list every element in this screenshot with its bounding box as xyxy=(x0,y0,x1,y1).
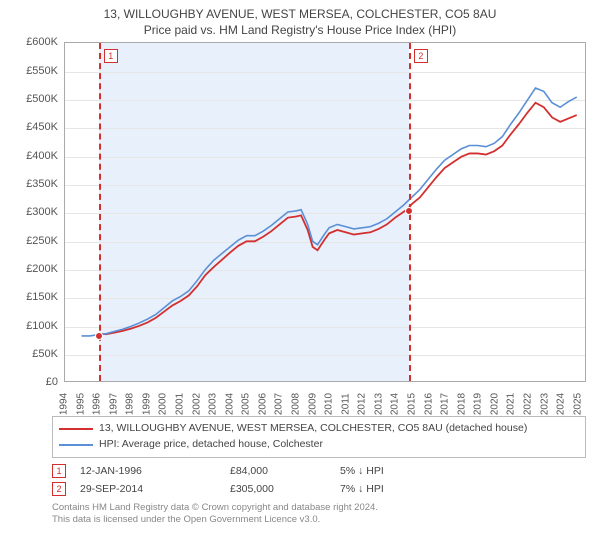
y-tick-label: £400K xyxy=(26,150,58,162)
legend-label: 13, WILLOUGHBY AVENUE, WEST MERSEA, COLC… xyxy=(99,421,527,437)
sale-marker-badge: 2 xyxy=(414,49,428,63)
y-tick-label: £50K xyxy=(32,348,58,360)
x-tick-label: 2005 xyxy=(241,393,252,415)
price-point-dot xyxy=(95,332,103,340)
footer-line-1: Contains HM Land Registry data © Crown c… xyxy=(52,502,586,514)
x-tick-label: 1998 xyxy=(125,393,136,415)
y-axis: £0£50K£100K£150K£200K£250K£300K£350K£400… xyxy=(10,42,62,382)
x-tick-label: 2023 xyxy=(539,393,550,415)
sales-table: 1 12-JAN-1996£84,0005% ↓ HPI 2 29-SEP-2014£… xyxy=(52,462,586,498)
x-tick-label: 2010 xyxy=(324,393,335,415)
sale-row: 1 12-JAN-1996£84,0005% ↓ HPI xyxy=(52,462,586,480)
sale-row: 2 29-SEP-2014£305,0007% ↓ HPI xyxy=(52,480,586,498)
legend: 13, WILLOUGHBY AVENUE, WEST MERSEA, COLC… xyxy=(52,416,586,458)
sale-row-badge: 2 xyxy=(52,482,66,496)
x-tick-label: 2018 xyxy=(456,393,467,415)
x-tick-label: 2015 xyxy=(407,393,418,415)
y-tick-label: £100K xyxy=(26,320,58,332)
y-tick-label: £0 xyxy=(46,376,58,388)
y-tick-label: £500K xyxy=(26,93,58,105)
line-series-svg xyxy=(65,43,585,381)
footer-attribution: Contains HM Land Registry data © Crown c… xyxy=(52,502,586,527)
legend-line-swatch xyxy=(59,444,93,446)
x-tick-label: 2017 xyxy=(440,393,451,415)
x-tick-label: 2021 xyxy=(506,393,517,415)
y-tick-label: £600K xyxy=(26,36,58,48)
footer-line-2: This data is licensed under the Open Gov… xyxy=(52,514,586,526)
series-price_paid xyxy=(99,103,577,335)
x-tick-label: 2024 xyxy=(556,393,567,415)
x-tick-label: 2001 xyxy=(175,393,186,415)
x-tick-label: 1995 xyxy=(75,393,86,415)
y-tick-label: £150K xyxy=(26,291,58,303)
price-point-dot xyxy=(405,207,413,215)
chart-area: £0 £50K £100K £150K £200K £250K £300K £350K £400… xyxy=(10,42,590,412)
sale-hpi-delta: 7% ↓ HPI xyxy=(340,483,450,495)
sale-marker-line xyxy=(99,43,101,381)
sale-row-badge: 1 xyxy=(52,464,66,478)
legend-label: HPI: Average price, detached house, Colc… xyxy=(99,437,323,453)
x-tick-label: 1999 xyxy=(141,393,152,415)
x-tick-label: 2006 xyxy=(257,393,268,415)
title-line-1: 13, WILLOUGHBY AVENUE, WEST MERSEA, COLC… xyxy=(10,6,590,22)
x-tick-label: 2011 xyxy=(340,394,351,416)
legend-item: HPI: Average price, detached house, Colc… xyxy=(59,437,579,453)
sale-marker-badge: 1 xyxy=(104,49,118,63)
x-tick-label: 2019 xyxy=(473,393,484,415)
x-tick-label: 2022 xyxy=(523,393,534,415)
x-tick-label: 2007 xyxy=(274,393,285,415)
chart-container: 13, WILLOUGHBY AVENUE, WEST MERSEA, COLC… xyxy=(0,0,600,531)
sale-date: 12-JAN-1996 xyxy=(80,465,230,477)
legend-item: 13, WILLOUGHBY AVENUE, WEST MERSEA, COLC… xyxy=(59,421,579,437)
x-tick-label: 2003 xyxy=(208,393,219,415)
x-tick-label: 1996 xyxy=(92,393,103,415)
y-tick-label: £350K xyxy=(26,178,58,190)
y-tick-label: £250K xyxy=(26,235,58,247)
title-line-2: Price paid vs. HM Land Registry's House … xyxy=(10,22,590,38)
series-hpi xyxy=(82,88,577,336)
x-tick-label: 1994 xyxy=(59,393,70,415)
x-tick-label: 2009 xyxy=(307,393,318,415)
x-tick-label: 2025 xyxy=(572,393,583,415)
sale-hpi-delta: 5% ↓ HPI xyxy=(340,465,450,477)
x-tick-label: 2012 xyxy=(357,393,368,415)
x-tick-label: 2013 xyxy=(373,393,384,415)
x-tick-label: 2008 xyxy=(291,393,302,415)
y-tick-label: £550K xyxy=(26,65,58,77)
x-tick-label: 2000 xyxy=(158,393,169,415)
y-tick-label: £300K xyxy=(26,206,58,218)
y-tick-label: £200K xyxy=(26,263,58,275)
x-tick-label: 2014 xyxy=(390,393,401,415)
x-axis: 1994199519961997199819992000200120022003… xyxy=(64,384,586,412)
plot-area: 12 xyxy=(64,42,586,382)
x-tick-label: 2016 xyxy=(423,393,434,415)
chart-title: 13, WILLOUGHBY AVENUE, WEST MERSEA, COLC… xyxy=(10,6,590,38)
x-tick-label: 2020 xyxy=(489,393,500,415)
x-tick-label: 2004 xyxy=(224,393,235,415)
y-tick-label: £450K xyxy=(26,121,58,133)
sale-date: 29-SEP-2014 xyxy=(80,483,230,495)
sale-price: £84,000 xyxy=(230,465,340,477)
sale-price: £305,000 xyxy=(230,483,340,495)
legend-line-swatch xyxy=(59,428,93,430)
x-tick-label: 1997 xyxy=(108,393,119,415)
x-tick-label: 2002 xyxy=(191,393,202,415)
